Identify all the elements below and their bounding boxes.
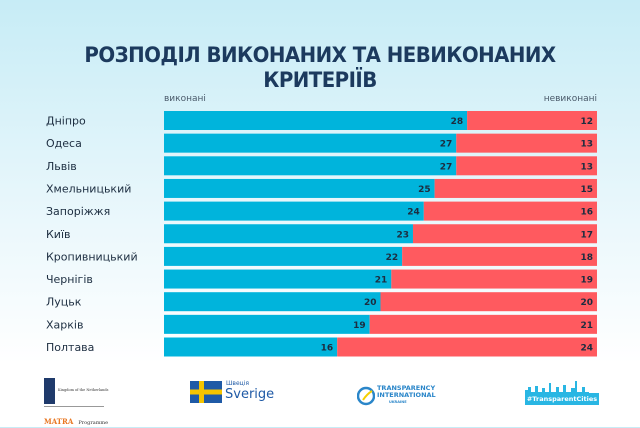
- bar-not-done: [467, 111, 597, 130]
- netherlands-text: Kingdom of the Netherlands: [58, 388, 109, 392]
- data-label: 19: [580, 276, 593, 286]
- sweden-logo: Швеція Sverige: [190, 380, 274, 407]
- category-label: Полтава: [46, 341, 94, 354]
- category-label: Кропивницький: [46, 250, 138, 263]
- bar-done: [164, 111, 468, 130]
- bar-not-done: [337, 337, 597, 357]
- matra-text: MATRA: [44, 417, 74, 426]
- data-label: 28: [451, 117, 464, 127]
- bar-not-done: [391, 269, 597, 289]
- data-label: 22: [386, 253, 399, 263]
- data-label: 13: [580, 162, 593, 172]
- data-label: 21: [580, 321, 593, 331]
- data-label: 19: [353, 321, 366, 331]
- sweden-big-text: Sverige: [225, 387, 275, 402]
- category-label: Хмельницький: [46, 182, 131, 195]
- data-label: 23: [396, 230, 409, 240]
- bar-not-done: [380, 292, 597, 312]
- ti-line3: UKRAINE: [389, 400, 407, 404]
- data-label: 13: [580, 140, 593, 150]
- category-label: Харків: [46, 318, 83, 331]
- sweden-flag-icon: [190, 381, 222, 403]
- data-label: 24: [580, 344, 593, 354]
- bar-done: [164, 337, 338, 357]
- category-label: Дніпро: [46, 115, 86, 128]
- bar-done: [164, 201, 424, 221]
- data-label: 20: [580, 298, 593, 308]
- category-label: Одеса: [46, 137, 82, 150]
- bar-not-done: [423, 201, 597, 221]
- chart-title: РОЗПОДІЛ ВИКОНАНИХ ТА НЕВИКОНАНИХ КРИТЕР…: [84, 43, 556, 93]
- data-label: 20: [364, 298, 377, 308]
- data-label: 16: [321, 344, 334, 354]
- legend-not-done: невиконані: [543, 94, 597, 104]
- legend-done: виконані: [164, 94, 206, 104]
- bar-not-done: [456, 133, 597, 153]
- ti-line1: TRANSPARENCY: [377, 384, 436, 392]
- bar-not-done: [402, 246, 597, 266]
- category-label: Львів: [46, 160, 77, 173]
- data-label: 21: [375, 276, 388, 286]
- bar-done: [164, 224, 413, 244]
- data-label: 27: [440, 140, 453, 150]
- programme-text: Programme: [78, 420, 109, 426]
- data-label: 16: [580, 208, 593, 218]
- data-label: 17: [580, 230, 593, 240]
- bar-not-done: [456, 156, 597, 176]
- bar-done: [164, 156, 457, 176]
- data-label: 18: [580, 253, 593, 263]
- category-label: Київ: [46, 228, 71, 241]
- sweden-small-text: Швеція: [226, 380, 250, 387]
- bar-not-done: [412, 224, 597, 244]
- data-label: 12: [580, 117, 593, 127]
- data-label: 25: [418, 185, 431, 195]
- category-label: Луцьк: [46, 296, 82, 309]
- data-label: 15: [580, 185, 593, 195]
- netherlands-emblem-icon: [44, 378, 55, 404]
- bar-not-done: [434, 178, 597, 198]
- data-label: 27: [440, 162, 453, 172]
- data-label: 24: [407, 208, 420, 218]
- category-label: Чернігів: [46, 273, 93, 286]
- transparent-cities-logo: #TransparentCities: [525, 381, 599, 405]
- transparency-international-logo: TRANSPARENCY INTERNATIONAL UKRAINE: [356, 385, 436, 410]
- city-skyline-icon: [525, 381, 589, 395]
- bar-not-done: [369, 314, 597, 334]
- bar-done: [164, 269, 392, 289]
- bar-done: [164, 246, 403, 266]
- transparent-cities-text: #TransparentCities: [525, 393, 599, 405]
- category-label: Запоріжжя: [46, 205, 110, 218]
- ti-line2: INTERNATIONAL: [377, 391, 436, 399]
- bar-done: [164, 178, 435, 198]
- bar-done: [164, 292, 381, 312]
- ti-globe-icon: [356, 386, 376, 406]
- bar-done: [164, 133, 457, 153]
- bar-done: [164, 314, 370, 334]
